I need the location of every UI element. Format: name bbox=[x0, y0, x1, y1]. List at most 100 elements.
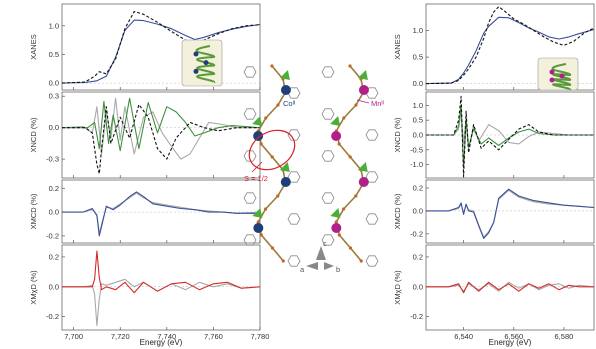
left-panel-3: -0.2 0.0 0.2 XMCD (%) bbox=[29, 179, 261, 244]
x-tick-label: 6,540 bbox=[454, 332, 473, 341]
panel-frame bbox=[61, 3, 261, 91]
y-tick-label: 1.0 bbox=[413, 101, 423, 110]
axis-label-c: c bbox=[323, 239, 327, 248]
right-panel-1: 0.0 0.5 1.0 XANES bbox=[393, 3, 595, 91]
axis-arrow-a bbox=[306, 262, 318, 270]
x-tick-label: 7,700 bbox=[64, 332, 83, 341]
panel-frame bbox=[425, 179, 595, 244]
mn-label-pointer bbox=[356, 99, 370, 104]
y-tick-label: 0.3 bbox=[49, 92, 59, 101]
right-panel-4: -0.2 0.0 0.2 XMχD (%) bbox=[393, 244, 595, 331]
helix-inset bbox=[537, 57, 579, 91]
y-tick-label: 0.5 bbox=[413, 116, 423, 125]
metal-ion-dot bbox=[549, 69, 555, 75]
co-label: Coᴵᴵ bbox=[283, 99, 295, 108]
metal-ion bbox=[280, 85, 291, 95]
panel-frame bbox=[61, 179, 261, 244]
radical-highlight-ring bbox=[248, 129, 296, 171]
y-axis-label: XANES bbox=[29, 34, 38, 59]
left-panel-4: -0.2 0.0 0.2 XMχD (%) bbox=[29, 244, 261, 331]
y-tick-label: -0.3 bbox=[46, 155, 59, 164]
spin-arrow bbox=[357, 70, 368, 80]
helix-ribbon bbox=[195, 45, 216, 84]
series-line-grey bbox=[426, 189, 595, 238]
phenyl-ring bbox=[321, 66, 335, 78]
right-panel-2: -1.0 -0.5 0.0 0.5 1.0 XNCD (%) bbox=[393, 91, 595, 179]
spin-arrow bbox=[252, 208, 263, 218]
y-tick-label: 0.0 bbox=[49, 282, 59, 291]
left-panel-1: 0.0 0.5 1.0 XANES bbox=[29, 3, 261, 91]
spin-arrow bbox=[357, 162, 368, 172]
spin-arrow bbox=[279, 70, 290, 80]
y-tick-label: -0.2 bbox=[46, 312, 59, 321]
spin-label-pointer bbox=[251, 161, 263, 173]
axis-label-a: a bbox=[300, 265, 305, 274]
y-tick-label: -0.2 bbox=[410, 312, 423, 321]
phenyl-ring bbox=[365, 129, 379, 141]
phenyl-ring bbox=[321, 234, 335, 246]
y-tick-label: -1.0 bbox=[410, 160, 423, 169]
chain-bond bbox=[335, 208, 345, 223]
chain-bond bbox=[343, 195, 357, 210]
spin-arrow bbox=[252, 116, 263, 126]
y-tick-label: -0.2 bbox=[410, 229, 423, 238]
metal-ion bbox=[253, 223, 264, 233]
panel-frame bbox=[425, 3, 595, 91]
series-line-grey bbox=[62, 278, 261, 327]
x-tick-label: 7,780 bbox=[251, 332, 270, 341]
y-tick-label: 0.2 bbox=[413, 184, 423, 193]
series-line-green bbox=[62, 97, 261, 152]
metal-ion-dot bbox=[203, 60, 209, 66]
y-tick-label: 0.0 bbox=[49, 123, 59, 132]
series-line-black-dashed bbox=[62, 104, 260, 175]
series-line-grey bbox=[61, 97, 260, 160]
y-tick-label: -0.5 bbox=[410, 145, 423, 154]
metal-ion bbox=[358, 177, 369, 187]
series-line-black-dashed bbox=[425, 6, 595, 85]
metal-ion bbox=[280, 177, 291, 187]
series-line-red bbox=[426, 281, 594, 294]
metal-ion bbox=[331, 223, 342, 233]
x-axis-label: Energy (eV) bbox=[140, 338, 183, 347]
chain-bond bbox=[271, 156, 284, 171]
y-tick-label: 1.0 bbox=[413, 26, 423, 35]
y-tick-label: 0.0 bbox=[49, 208, 59, 217]
panel-frame bbox=[61, 244, 261, 331]
left-panel-2: -0.3 0.0 0.3 XNCD (%) bbox=[29, 91, 261, 179]
y-tick-label: 0.2 bbox=[49, 252, 59, 261]
metal-ion bbox=[253, 131, 264, 141]
phenyl-ring bbox=[287, 129, 301, 141]
y-tick-label: 0.0 bbox=[49, 79, 59, 88]
phenyl-ring bbox=[287, 213, 301, 225]
chain-bond bbox=[343, 104, 357, 119]
helix-inset bbox=[181, 39, 223, 87]
chain-bond bbox=[338, 143, 351, 158]
chain-bond bbox=[265, 104, 279, 119]
y-tick-label: 0.0 bbox=[413, 282, 423, 291]
phenyl-ring bbox=[243, 150, 257, 162]
x-tick-label: 7,740 bbox=[157, 332, 176, 341]
chain-bond bbox=[260, 143, 273, 158]
chain-bond bbox=[349, 156, 362, 171]
phenyl-ring bbox=[243, 108, 257, 120]
chain-bond bbox=[349, 247, 362, 262]
spin-arrow bbox=[279, 162, 290, 172]
metal-ion-dot bbox=[193, 51, 199, 57]
spin-arrow bbox=[330, 208, 341, 218]
series-line-red bbox=[62, 250, 261, 294]
x-tick-label: 7,720 bbox=[111, 332, 130, 341]
phenyl-ring bbox=[321, 150, 335, 162]
mn-chain bbox=[321, 64, 379, 267]
phenyl-ring bbox=[321, 108, 335, 120]
phenyl-ring bbox=[365, 171, 379, 183]
chain-bond bbox=[338, 234, 352, 249]
molecular-structure-illustration bbox=[243, 64, 379, 270]
helix-ribbon bbox=[551, 63, 572, 91]
y-tick-label: 0.2 bbox=[49, 184, 59, 193]
chain-bond bbox=[260, 234, 274, 249]
phenyl-ring bbox=[365, 255, 379, 267]
axis-arrow-c bbox=[316, 246, 326, 260]
x-axis-label: Energy (eV) bbox=[489, 338, 532, 347]
